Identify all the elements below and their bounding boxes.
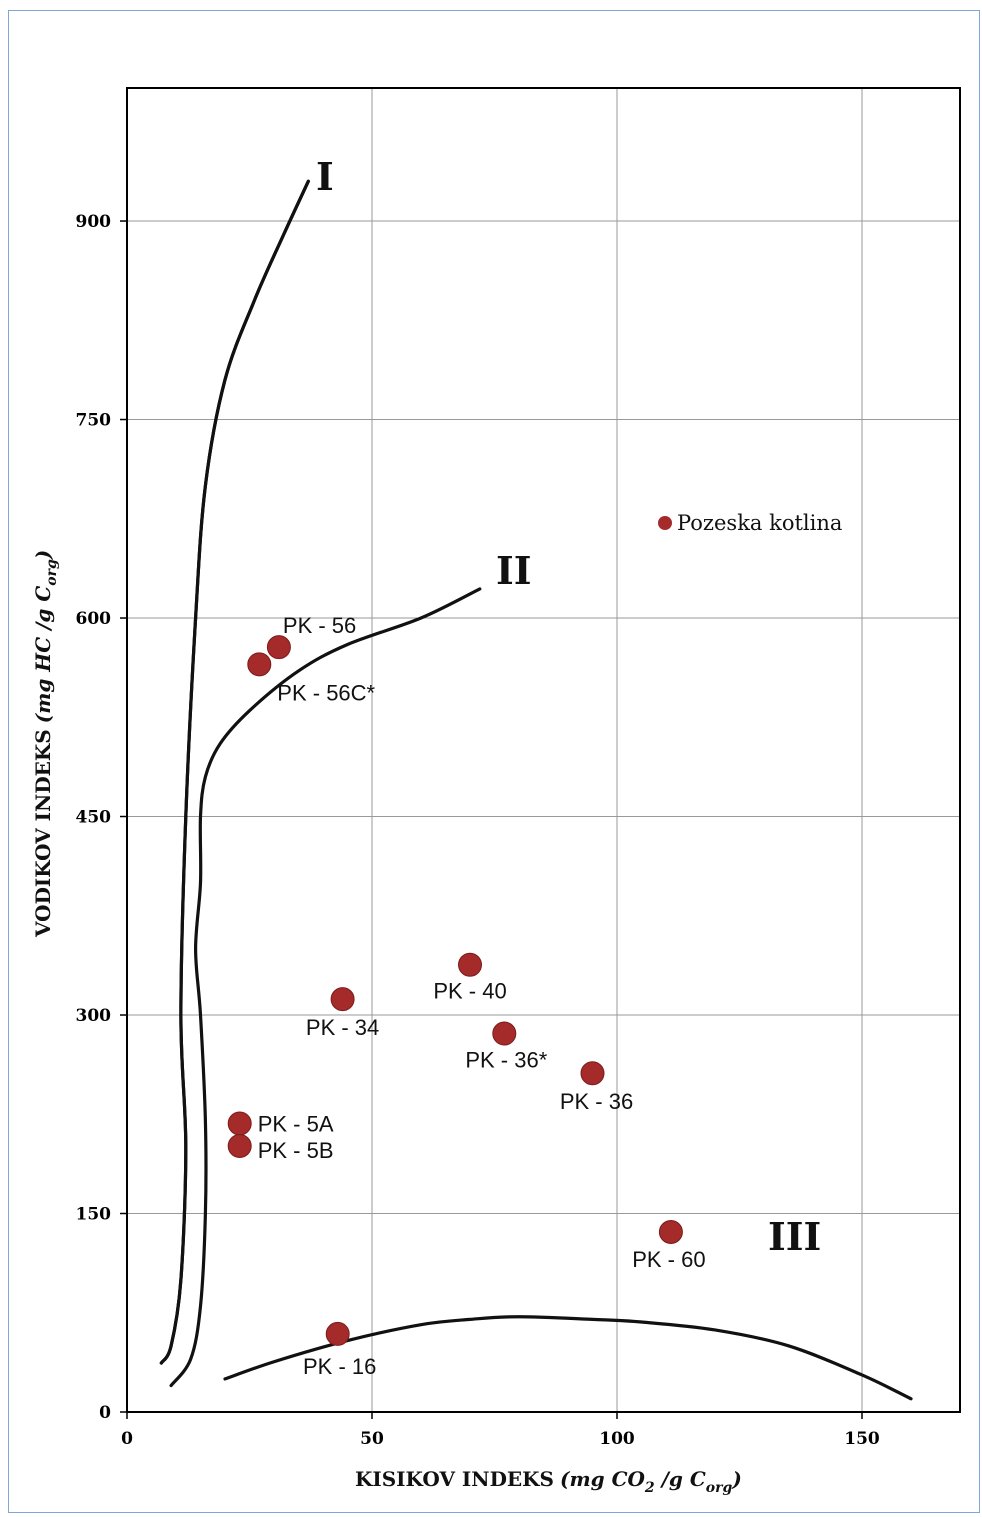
data-point-label: PK - 36 — [560, 1089, 633, 1114]
x-tick-label: 150 — [844, 1429, 880, 1449]
data-point-label: PK - 34 — [306, 1015, 379, 1040]
plot-area-border — [126, 87, 961, 1413]
y-tick-label: 300 — [76, 1006, 112, 1026]
data-point — [658, 1220, 683, 1245]
y-tick-label: 150 — [76, 1205, 112, 1225]
legend-marker — [658, 516, 672, 530]
curve-I-1 — [159, 179, 310, 1365]
data-point — [458, 952, 482, 977]
curve-label-I: I — [316, 154, 334, 199]
y-tick-label: 0 — [99, 1403, 111, 1423]
x-axis-unit: mg CO — [569, 1467, 645, 1491]
grid — [120, 88, 960, 1419]
kerogen-type-curves — [159, 179, 913, 1401]
data-point-label: PK - 40 — [433, 979, 506, 1004]
figure-frame — [8, 10, 980, 1513]
data-point — [325, 1321, 350, 1346]
legend: Pozeska kotlina — [658, 511, 842, 535]
x-tick-label: 50 — [360, 1429, 384, 1449]
y-axis-label-main: VODIKOV INDEKS — [31, 729, 55, 938]
data-point-label: PK - 36* — [465, 1048, 547, 1073]
curve-I-0 — [159, 179, 310, 1365]
data-points: PK - 56 PK - 56C* PK - 40 PK - 34 PK - 36* PK… — [227, 613, 706, 1379]
x-axis-unit-sub: 2 — [644, 1480, 655, 1496]
data-point — [247, 652, 272, 677]
tick-labels: 0 50 100 150 0 150 300 450 600 750 900 — [76, 212, 880, 1449]
x-axis-unit-sub2: org — [706, 1480, 733, 1496]
data-point — [330, 987, 355, 1012]
y-axis-unit: mg HC /g C — [31, 586, 55, 714]
y-tick-label: 450 — [76, 808, 112, 828]
data-point — [266, 635, 291, 660]
data-point — [580, 1061, 605, 1086]
data-point-label: PK - 5B — [258, 1138, 334, 1163]
x-axis-unit-mid: /g C — [655, 1467, 706, 1491]
y-tick-label: 750 — [76, 411, 112, 431]
curve-label-II: II — [496, 548, 532, 593]
data-point — [227, 1134, 252, 1159]
data-point-label: PK - 56 — [283, 613, 356, 638]
data-point — [492, 1021, 517, 1046]
x-axis-label: KISIKOV INDEKS (mg CO2 /g Corg) — [355, 1467, 742, 1496]
x-tick-label: 100 — [599, 1429, 635, 1449]
curve-label-III: III — [768, 1214, 821, 1259]
data-point-label: PK - 5A — [258, 1112, 334, 1137]
data-point-label: PK - 16 — [303, 1354, 376, 1379]
x-tick-label: 0 — [121, 1429, 133, 1449]
curve-II-2 — [169, 587, 482, 1388]
y-tick-label: 900 — [76, 212, 112, 232]
data-point — [227, 1111, 252, 1136]
legend-label: Pozeska kotlina — [677, 511, 842, 535]
data-point-label: PK - 56C* — [277, 680, 375, 705]
y-axis-label: VODIKOV INDEKS(mg HC /g Corg) — [31, 550, 60, 938]
data-point-label: PK - 60 — [632, 1247, 705, 1272]
y-axis-unit-sub: org — [44, 559, 60, 586]
x-axis-label-main: KISIKOV INDEKS — [355, 1467, 554, 1491]
y-tick-label: 600 — [76, 609, 112, 629]
